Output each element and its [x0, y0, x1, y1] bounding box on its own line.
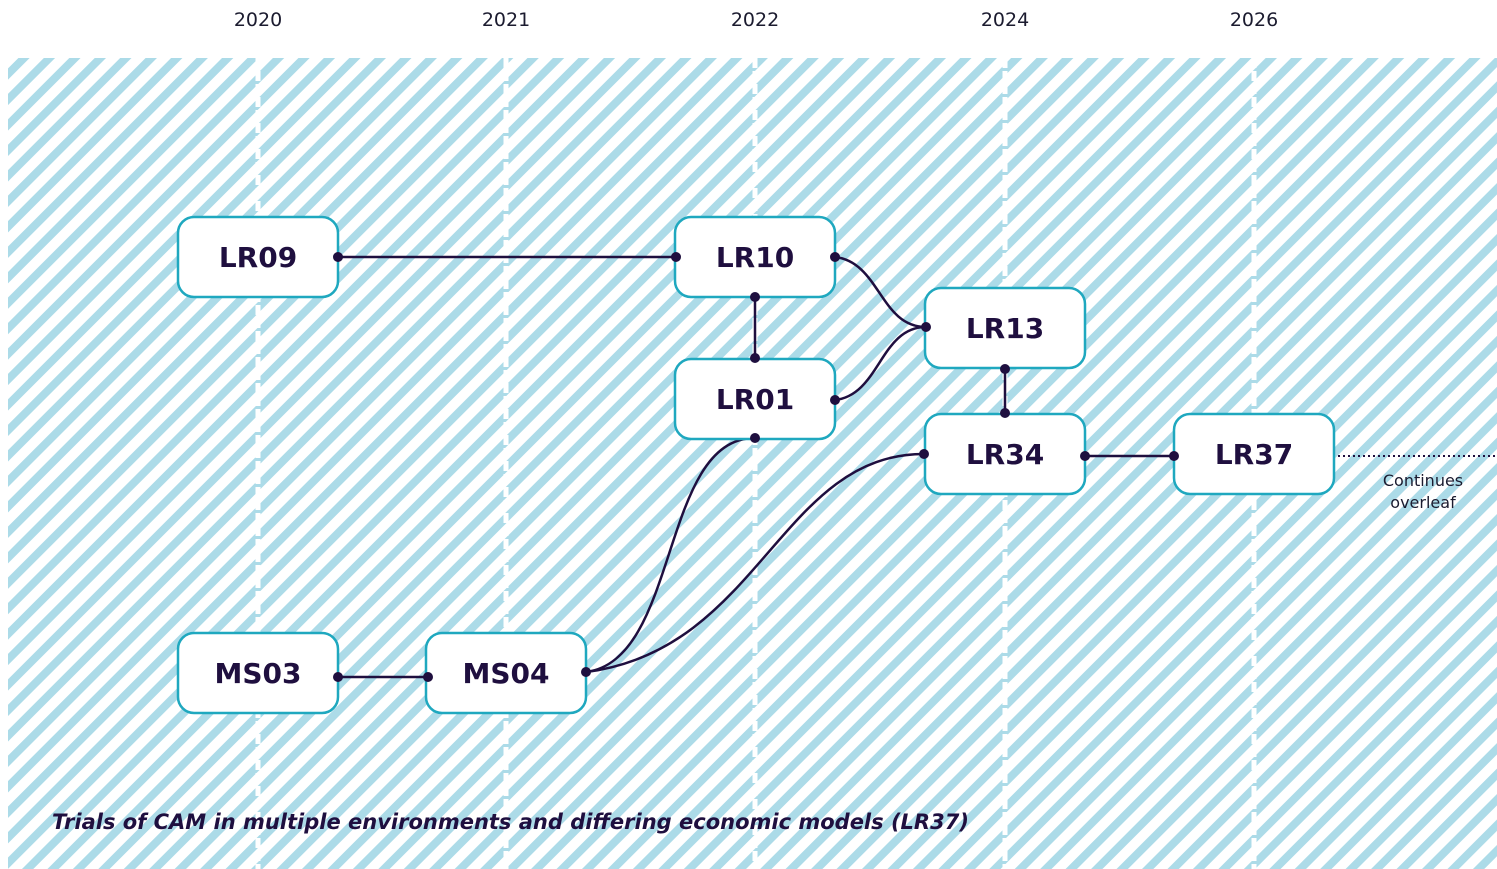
edge — [834, 325, 927, 402]
connector-dot — [333, 672, 343, 682]
nodes: LR09 LR10 LR01 LR13 LR34 LR37 MS03 MS04 — [176, 215, 1336, 715]
year-label: 2024 — [981, 9, 1029, 31]
node-label: LR09 — [219, 241, 297, 274]
connector-dot — [423, 672, 433, 682]
year-label: 2026 — [1230, 9, 1278, 31]
connector-dot — [830, 395, 840, 405]
node-label: MS03 — [215, 657, 302, 690]
node-label: LR34 — [966, 438, 1044, 471]
year-label: 2021 — [482, 9, 530, 31]
note: overleaf — [1390, 493, 1456, 512]
edge — [585, 452, 925, 674]
caption: Trials of CAM in multiple environments a… — [52, 810, 969, 834]
node-label: LR10 — [716, 241, 794, 274]
connector-dot — [1000, 408, 1010, 418]
edge — [834, 255, 927, 329]
connector-dot — [333, 252, 343, 262]
node-label: LR01 — [716, 383, 794, 416]
connector-dot — [830, 252, 840, 262]
connector-dot — [671, 252, 681, 262]
connector-dot — [1169, 451, 1179, 461]
year-label: 2022 — [731, 9, 779, 31]
connector-dot — [919, 449, 929, 459]
note: Continues — [1383, 471, 1463, 490]
connector-dot — [1080, 451, 1090, 461]
node-label: MS04 — [463, 657, 550, 690]
edge — [585, 436, 756, 674]
connector-dot — [581, 667, 591, 677]
connector-dot — [750, 292, 760, 302]
connector-dot — [750, 433, 760, 443]
connector-dots — [333, 252, 1179, 682]
connector-dot — [750, 353, 760, 363]
connector-dot — [1000, 364, 1010, 374]
node-label: LR37 — [1215, 438, 1293, 471]
node-label: LR13 — [966, 312, 1044, 345]
edges — [338, 255, 1497, 679]
connector-dot — [921, 322, 931, 332]
year-label: 2020 — [234, 9, 282, 31]
